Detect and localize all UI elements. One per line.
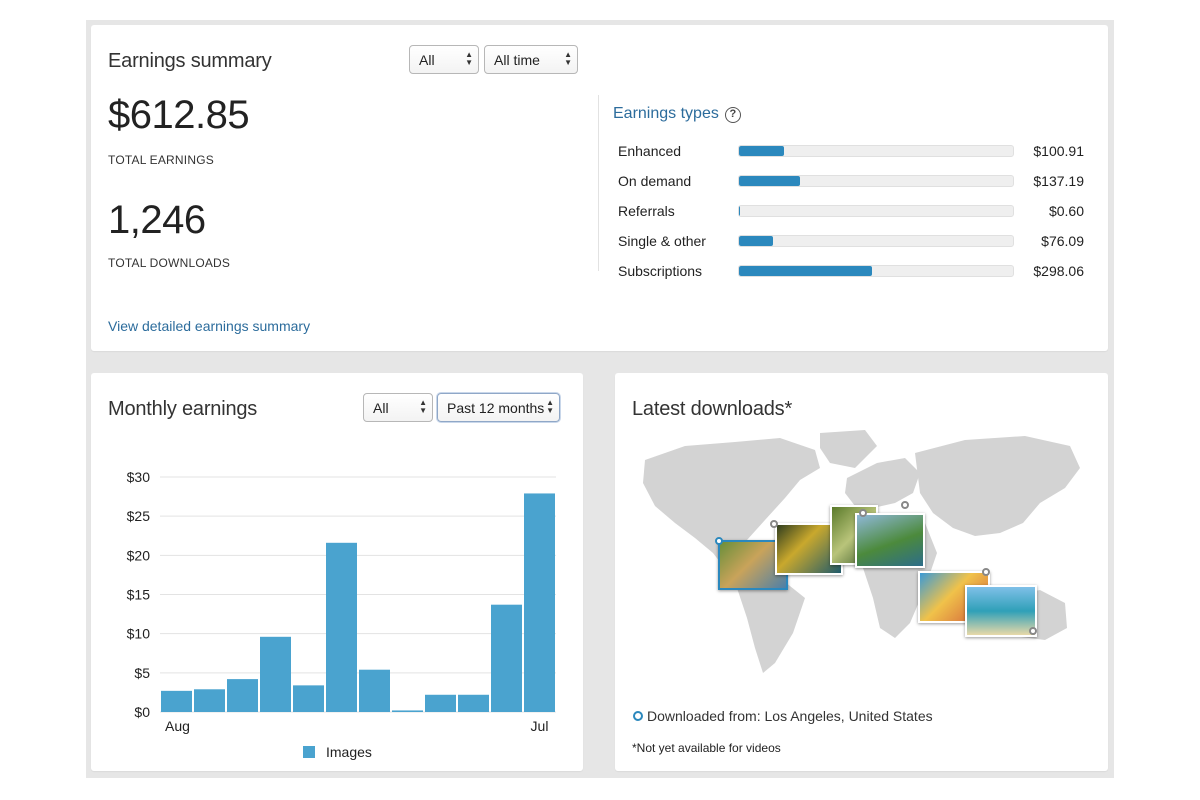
map-pin[interactable] bbox=[1029, 627, 1037, 635]
download-thumb-4[interactable] bbox=[855, 513, 925, 568]
earnings-type-name: On demand bbox=[618, 173, 692, 189]
earnings-types-label: Earnings types bbox=[613, 105, 719, 122]
summary-period-select[interactable]: All time ▲ ▼ bbox=[484, 45, 578, 74]
map-pin[interactable] bbox=[859, 509, 867, 517]
chart-bar-apr[interactable] bbox=[425, 694, 456, 712]
earnings-types-title: Earnings types? bbox=[613, 105, 741, 123]
monthly-earnings-card: Monthly earnings All ▲ ▼ Past 12 months ▲… bbox=[91, 373, 583, 771]
map-europe bbox=[845, 458, 920, 508]
chart-y-tick-label: $15 bbox=[127, 587, 151, 603]
chart-y-tick-label: $30 bbox=[127, 469, 151, 485]
chart-y-tick-label: $10 bbox=[127, 626, 151, 642]
help-icon[interactable]: ? bbox=[724, 107, 741, 123]
latest-downloads-title: Latest downloads* bbox=[632, 398, 793, 420]
chart-y-tick-label: $20 bbox=[127, 547, 151, 563]
earnings-type-amount: $0.60 bbox=[1048, 203, 1084, 219]
chart-bar-nov[interactable] bbox=[260, 636, 291, 712]
chart-x-tick-label: Aug bbox=[165, 718, 190, 734]
chart-y-tick-label: $25 bbox=[127, 508, 151, 524]
earnings-type-bar-fill bbox=[739, 146, 785, 156]
select-arrows-icon: ▲ ▼ bbox=[564, 50, 572, 67]
earnings-type-row: Enhanced $100.91 bbox=[618, 141, 1084, 161]
monthly-earnings-title: Monthly earnings bbox=[108, 398, 258, 420]
chart-bar-feb[interactable] bbox=[359, 669, 390, 712]
chart-bar-sep[interactable] bbox=[194, 689, 225, 712]
chart-svg: $0 $5 $10 $15 $20 $25 $30 Aug Jul bbox=[127, 469, 556, 734]
legend-images-label: Images bbox=[326, 744, 372, 760]
chart-y-tick-label: $5 bbox=[134, 665, 150, 681]
select-arrows-icon: ▲ ▼ bbox=[419, 398, 427, 415]
chart-bar-mar[interactable] bbox=[392, 710, 423, 712]
summary-type-value: All bbox=[419, 52, 435, 68]
earnings-type-name: Single & other bbox=[618, 233, 706, 249]
downloaded-from-label: Downloaded from: Los Angeles, United Sta… bbox=[647, 708, 933, 724]
earnings-summary-card: Earnings summary All ▲ ▼ All time ▲ ▼ $612… bbox=[91, 25, 1108, 351]
earnings-type-name: Referrals bbox=[618, 203, 675, 219]
total-downloads-label: TOTAL DOWNLOADS bbox=[108, 256, 231, 270]
earnings-type-amount: $137.19 bbox=[1033, 173, 1084, 189]
select-arrows-icon: ▲ ▼ bbox=[546, 398, 554, 415]
dashboard-canvas: Earnings summary All ▲ ▼ All time ▲ ▼ $612… bbox=[86, 20, 1114, 778]
earnings-type-bar-fill bbox=[739, 176, 801, 186]
map-north-america bbox=[643, 438, 820, 566]
total-downloads-value: 1,246 bbox=[108, 198, 206, 242]
map-greenland bbox=[820, 430, 877, 468]
chart-x-tick-label: Jul bbox=[531, 718, 549, 734]
earnings-types-list: Enhanced $100.91 On demand $137.19 Referrals… bbox=[618, 141, 1084, 291]
latest-downloads-card: Latest downloads* bbox=[615, 373, 1108, 771]
monthly-period-value: Past 12 months bbox=[447, 400, 545, 416]
earnings-type-row: On demand $137.19 bbox=[618, 171, 1084, 191]
earnings-type-row: Single & other $76.09 bbox=[618, 231, 1084, 251]
location-ring-icon bbox=[633, 711, 643, 721]
total-earnings-label: TOTAL EARNINGS bbox=[108, 153, 214, 167]
earnings-type-row: Referrals $0.60 bbox=[618, 201, 1084, 221]
summary-period-value: All time bbox=[494, 52, 540, 68]
monthly-type-value: All bbox=[373, 400, 389, 416]
map-south-america bbox=[737, 568, 805, 673]
chart-bar-jun[interactable] bbox=[491, 604, 522, 712]
legend-images-swatch bbox=[303, 746, 315, 758]
chart-bar-jul[interactable] bbox=[524, 493, 555, 712]
chart-bar-may[interactable] bbox=[458, 694, 489, 712]
chart-bar-aug[interactable] bbox=[161, 690, 192, 712]
view-detailed-earnings-link[interactable]: View detailed earnings summary bbox=[108, 318, 311, 334]
chart-bar-jan[interactable] bbox=[326, 542, 357, 712]
earnings-type-bar-fill bbox=[739, 266, 873, 276]
chart-y-tick-label: $0 bbox=[134, 704, 150, 720]
earnings-type-bar-track bbox=[738, 145, 1014, 157]
earnings-type-amount: $298.06 bbox=[1033, 263, 1084, 279]
chart-bar-dec[interactable] bbox=[293, 685, 324, 712]
earnings-type-bar-track bbox=[738, 205, 1014, 217]
summary-type-select[interactable]: All ▲ ▼ bbox=[409, 45, 479, 74]
total-earnings-value: $612.85 bbox=[108, 93, 250, 137]
map-pin-los-angeles[interactable] bbox=[715, 537, 723, 545]
map-pin[interactable] bbox=[982, 568, 990, 576]
map-pin[interactable] bbox=[770, 520, 778, 528]
earnings-type-bar-track bbox=[738, 265, 1014, 277]
earnings-summary-title: Earnings summary bbox=[108, 50, 272, 72]
earnings-type-bar-track bbox=[738, 175, 1014, 187]
earnings-type-row: Subscriptions $298.06 bbox=[618, 261, 1084, 281]
earnings-type-name: Enhanced bbox=[618, 143, 682, 159]
monthly-earnings-chart: $0 $5 $10 $15 $20 $25 $30 Aug Jul bbox=[91, 373, 583, 771]
earnings-type-amount: $76.09 bbox=[1041, 233, 1084, 249]
select-arrows-icon: ▲ ▼ bbox=[465, 50, 473, 67]
videos-footnote: *Not yet available for videos bbox=[632, 741, 781, 755]
download-thumb-6[interactable] bbox=[965, 585, 1037, 637]
map-asia bbox=[915, 436, 1080, 536]
map-pin[interactable] bbox=[901, 501, 909, 509]
earnings-type-amount: $100.91 bbox=[1033, 143, 1084, 159]
monthly-period-select[interactable]: Past 12 months ▲ ▼ bbox=[437, 393, 560, 422]
chart-bar-oct[interactable] bbox=[227, 679, 258, 712]
earnings-type-name: Subscriptions bbox=[618, 263, 703, 279]
summary-divider bbox=[598, 95, 599, 271]
earnings-type-bar-fill bbox=[739, 236, 773, 246]
earnings-type-bar-track bbox=[738, 235, 1014, 247]
monthly-type-select[interactable]: All ▲ ▼ bbox=[363, 393, 433, 422]
